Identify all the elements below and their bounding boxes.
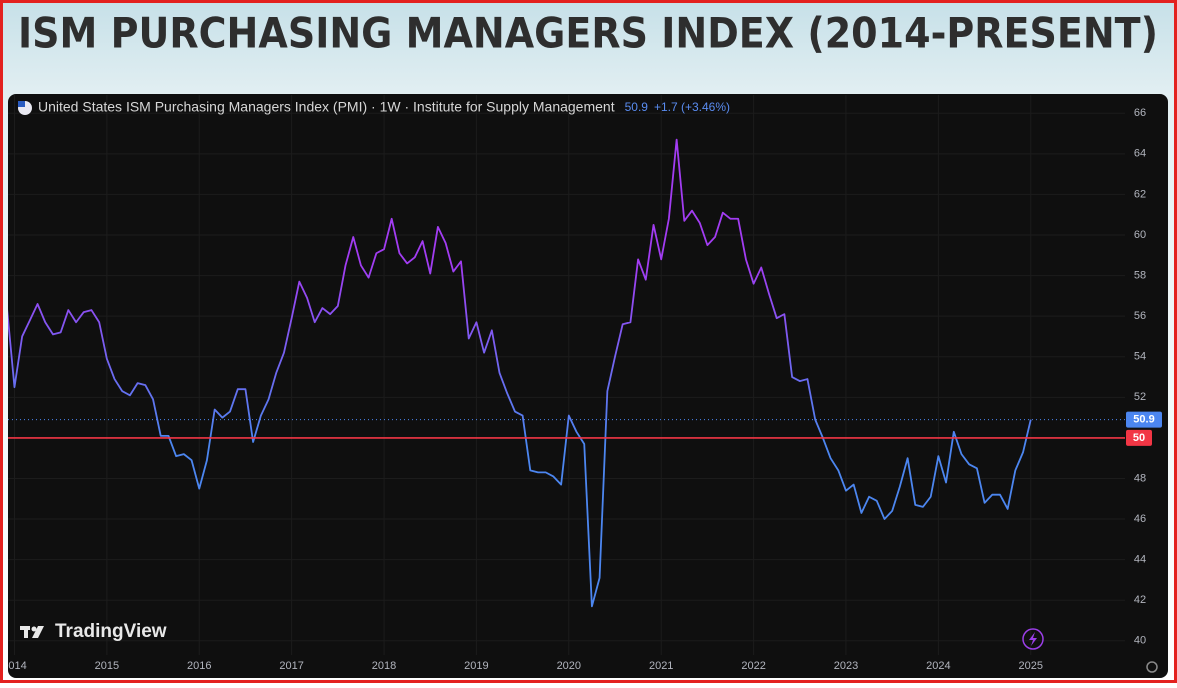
change-label: +1.7 (+3.46%) (654, 100, 730, 114)
x-tick-label: 2015 (95, 660, 119, 672)
y-tick-label: 56 (1134, 310, 1146, 322)
y-tick-label: 54 (1134, 351, 1146, 363)
y-tick-label: 62 (1134, 188, 1146, 200)
last-value-label: 50.9 (1133, 414, 1154, 426)
settings-button[interactable] (1146, 661, 1158, 673)
lightning-button[interactable] (1022, 628, 1044, 650)
x-tick-label: 2018 (372, 660, 396, 672)
lightning-icon (1029, 632, 1037, 646)
y-tick-label: 60 (1134, 229, 1146, 241)
y-tick-label: 64 (1134, 148, 1146, 160)
series-name: United States ISM Purchasing Managers In… (38, 99, 615, 115)
reference-badge (1126, 429, 1152, 446)
x-tick-label: 2016 (187, 660, 211, 672)
x-tick-label: 2020 (557, 660, 581, 672)
x-tick-label: 2024 (926, 660, 950, 672)
flag-canton (18, 101, 25, 107)
x-tick-label: 2022 (741, 660, 765, 672)
x-tick-label: 2021 (649, 660, 673, 672)
pmi-line (8, 138, 1032, 608)
x-tick-label: 2019 (464, 660, 488, 672)
x-tick-label: 2014 (2, 660, 26, 672)
watermark: TradingView (55, 621, 167, 642)
page-title: ISM PURCHASING MANAGERS INDEX (2014-PRES… (18, 9, 1158, 58)
y-tick-label: 58 (1134, 269, 1146, 281)
y-tick-label: 40 (1134, 635, 1146, 647)
y-tick-label: 42 (1134, 594, 1146, 606)
chart-panel (8, 94, 1168, 678)
y-tick-label: 66 (1134, 107, 1146, 119)
last-value: 50.9 (625, 100, 649, 114)
reference-label: 50 (1133, 432, 1145, 444)
y-tick-label: 46 (1134, 513, 1146, 525)
y-tick-label: 48 (1134, 472, 1146, 484)
y-tick-label: 44 (1134, 554, 1146, 566)
last-value-badge (1126, 411, 1162, 428)
tv-logo (20, 626, 44, 638)
x-tick-label: 2023 (834, 660, 858, 672)
x-tick-label: 2017 (279, 660, 303, 672)
y-tick-label: 52 (1134, 391, 1146, 403)
x-tick-label: 2025 (1019, 660, 1043, 672)
